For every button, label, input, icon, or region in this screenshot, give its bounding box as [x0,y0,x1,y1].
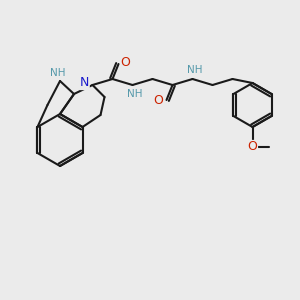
Text: NH: NH [187,65,202,75]
Text: O: O [121,56,130,70]
Text: NH: NH [50,68,66,78]
Text: N: N [80,76,89,89]
Text: NH: NH [127,89,142,99]
Text: O: O [248,140,257,154]
Text: O: O [154,94,164,107]
